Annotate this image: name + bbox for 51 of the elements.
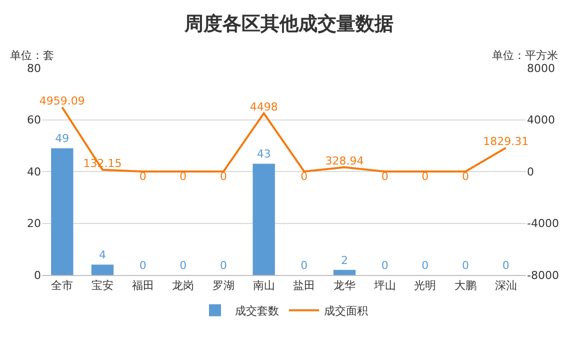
bar bbox=[91, 264, 114, 275]
data-label: 0 bbox=[502, 259, 510, 272]
data-label: 0 bbox=[381, 170, 388, 183]
data-label: 0 bbox=[462, 259, 469, 272]
x-tick-label: 盐田 bbox=[293, 279, 316, 292]
bar bbox=[51, 148, 74, 275]
data-label: 1829.31 bbox=[483, 135, 529, 148]
y2-tick-label: -8000 bbox=[527, 268, 559, 282]
text: 单位：套 bbox=[10, 49, 54, 62]
data-label: 4 bbox=[99, 248, 106, 262]
x-tick-label: 宝安 bbox=[92, 279, 114, 292]
y-tick-label: 0 bbox=[34, 268, 41, 282]
data-label: 328.94 bbox=[325, 154, 364, 168]
y-tick-label: 20 bbox=[27, 217, 41, 230]
x-tick-label: 福田 bbox=[132, 279, 154, 292]
data-label: 2 bbox=[341, 254, 348, 267]
data-label: 4498 bbox=[250, 100, 278, 114]
data-label: 0 bbox=[462, 170, 469, 183]
x-tick-label: 全市 bbox=[51, 279, 74, 292]
x-tick-label: 坪山 bbox=[372, 279, 396, 292]
data-label: 4959.09 bbox=[39, 94, 85, 108]
data-label: 49 bbox=[55, 132, 70, 146]
data-label: 0 bbox=[220, 259, 227, 272]
y2-tick-label: 8000 bbox=[527, 62, 555, 75]
data-label: 0 bbox=[139, 259, 146, 272]
x-tick-label: 龙华 bbox=[334, 279, 356, 292]
y-tick-label: 40 bbox=[27, 165, 41, 178]
legend-label: 成交套数 bbox=[235, 304, 279, 318]
data-label: 0 bbox=[300, 259, 308, 272]
x-tick-label: 大鹏 bbox=[454, 279, 476, 292]
y2-tick-label: -4000 bbox=[527, 217, 559, 230]
data-label: 0 bbox=[300, 170, 308, 183]
text: 单位：平方米 bbox=[492, 49, 558, 62]
data-label: 0 bbox=[139, 170, 146, 183]
x-tick-label: 龙岗 bbox=[172, 279, 194, 292]
x-tick-label: 深汕 bbox=[494, 279, 517, 292]
data-label: 0 bbox=[422, 259, 429, 272]
y2-tick-label: 0 bbox=[527, 165, 534, 178]
y2-tick-label: 4000 bbox=[527, 114, 555, 127]
legend-label: 成交面积 bbox=[324, 304, 368, 318]
bar bbox=[252, 164, 275, 275]
x-tick-label: 罗湖 bbox=[212, 279, 234, 292]
data-label: 43 bbox=[256, 148, 271, 161]
y-tick-label: 80 bbox=[27, 62, 41, 75]
data-label: 0 bbox=[180, 259, 187, 272]
x-tick-label: 光明 bbox=[414, 279, 436, 292]
x-tick-label: 南山 bbox=[252, 279, 275, 292]
chart-title: 周度各区其他成交量数据 bbox=[184, 13, 394, 36]
bar bbox=[333, 270, 356, 275]
data-label: 0 bbox=[381, 259, 388, 272]
y-tick-label: 60 bbox=[27, 114, 41, 127]
